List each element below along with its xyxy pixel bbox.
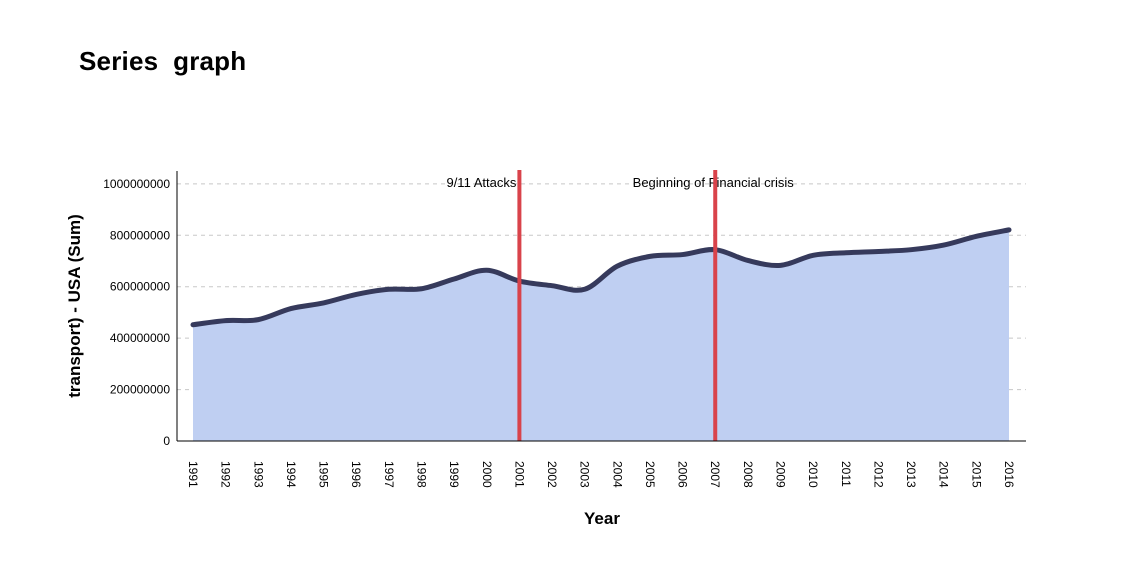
x-tick-label: 1997 <box>382 461 396 488</box>
x-tick-label: 2008 <box>741 461 755 488</box>
y-tick-label: 400000000 <box>110 331 170 345</box>
series-area <box>193 229 1009 441</box>
x-tick-label: 1993 <box>251 461 265 488</box>
x-tick-label: 2014 <box>937 461 951 488</box>
x-tick-label: 2007 <box>708 461 722 488</box>
x-tick-label: 2015 <box>969 461 983 488</box>
y-tick-labels: 0 200000000 400000000 600000000 800000000 100… <box>103 177 170 448</box>
x-tick-labels: 1991 1992 1993 1994 1995 1996 1997 1998 1999 2000… <box>186 461 1016 488</box>
x-tick-label: 2012 <box>871 461 885 488</box>
x-tick-label: 2001 <box>512 461 526 488</box>
x-tick-label: 1991 <box>186 461 200 488</box>
x-axis-title: Year <box>584 509 620 528</box>
x-tick-label: 2016 <box>1002 461 1016 488</box>
y-tick-label: 600000000 <box>110 280 170 294</box>
series-line <box>190 227 1012 328</box>
x-tick-label: 2003 <box>578 461 592 488</box>
x-tick-label: 1994 <box>284 461 298 488</box>
chart-title: Series graph <box>79 46 247 76</box>
x-tick-label: 2004 <box>610 461 624 488</box>
x-tick-label: 2002 <box>545 461 559 488</box>
x-tick-label: 1996 <box>349 461 363 488</box>
x-tick-label: 1998 <box>414 461 428 488</box>
y-tick-label: 0 <box>163 434 170 448</box>
x-tick-label: 2010 <box>806 461 820 488</box>
y-axis-title: transport) - USA (Sum) <box>65 214 84 398</box>
x-tick-label: 2000 <box>480 461 494 488</box>
x-tick-label: 2009 <box>774 461 788 488</box>
x-tick-label: 1999 <box>447 461 461 488</box>
x-tick-label: 2005 <box>643 461 657 488</box>
y-tick-label: 800000000 <box>110 228 170 242</box>
y-tick-label: 1000000000 <box>103 177 170 191</box>
x-tick-label: 1992 <box>219 461 233 488</box>
y-tick-label: 200000000 <box>110 383 170 397</box>
x-tick-label: 1995 <box>317 461 331 488</box>
annotation-label: 9/11 Attacks <box>446 175 516 190</box>
x-tick-label: 2011 <box>839 461 853 487</box>
x-tick-label: 2013 <box>904 461 918 488</box>
x-tick-label: 2006 <box>676 461 690 488</box>
annotations: 9/11 Attacks Beginning of Financial crisi… <box>446 170 794 441</box>
